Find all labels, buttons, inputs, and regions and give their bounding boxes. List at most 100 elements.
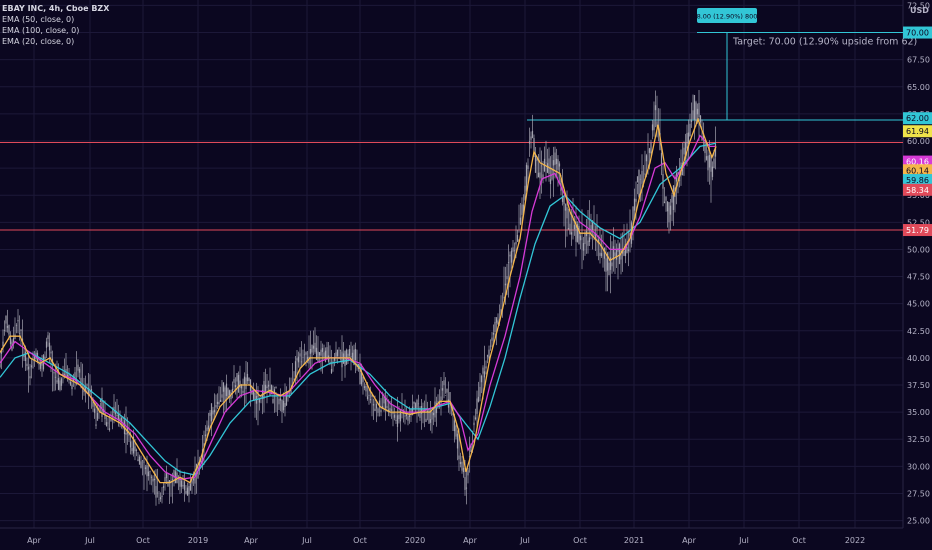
candle-body — [653, 120, 655, 131]
candle-body — [164, 477, 166, 482]
candle-body — [608, 262, 610, 276]
candle-body — [687, 132, 690, 144]
candle-body — [474, 417, 477, 420]
y-tick-label: 32.50 — [907, 435, 930, 444]
candle-body — [347, 353, 349, 358]
candle-body — [158, 499, 160, 501]
candle-body — [374, 408, 376, 412]
candle-body — [294, 361, 297, 377]
candle-body — [579, 235, 582, 241]
candle-body — [92, 401, 94, 407]
price-tag[interactable] — [903, 224, 932, 237]
candle-body — [671, 195, 673, 203]
candle-body — [183, 481, 186, 491]
candle-body — [141, 460, 144, 462]
candle-body — [519, 217, 522, 225]
candle-body — [302, 356, 304, 358]
candle-body — [215, 405, 217, 408]
ema-20-line[interactable] — [0, 117, 717, 484]
candle-body — [708, 154, 711, 168]
candle-body — [314, 342, 316, 352]
candle-body — [525, 164, 528, 191]
candle-body — [714, 144, 717, 157]
candle-body — [191, 480, 193, 484]
candle-body — [522, 204, 525, 214]
candle-body — [60, 378, 63, 386]
candle-body — [48, 342, 51, 351]
candle-body — [17, 320, 19, 322]
price-tag[interactable] — [903, 112, 932, 125]
candle-body — [686, 133, 688, 149]
candle-body — [690, 119, 693, 122]
candle-body — [588, 237, 591, 242]
candle-body — [351, 352, 354, 360]
legend-symbol[interactable]: EBAY INC, 4h, Cboe BZX — [2, 4, 110, 13]
candle-body — [647, 144, 649, 146]
candle-body — [554, 152, 556, 165]
candle-body — [168, 480, 171, 483]
candle-body — [180, 480, 183, 487]
candle-body — [221, 394, 223, 398]
candle-body — [506, 276, 508, 280]
candle-body — [438, 402, 441, 405]
candle-body — [539, 172, 541, 179]
y-tick-label: 47.50 — [907, 273, 930, 282]
price-tag[interactable] — [903, 125, 932, 138]
candle-body — [596, 225, 598, 230]
x-tick-label: Oct — [136, 536, 150, 545]
candle-body — [411, 406, 414, 416]
y-tick-label: 30.00 — [907, 462, 930, 471]
candle-body — [362, 377, 364, 383]
candle-body — [462, 467, 465, 473]
price-tag[interactable] — [903, 26, 932, 39]
candle-body — [122, 422, 124, 427]
candle-body — [222, 382, 225, 392]
candle-body — [581, 238, 583, 240]
price-tag[interactable] — [903, 164, 932, 177]
candle-body — [324, 350, 327, 362]
candle-body — [446, 388, 448, 393]
ema-100-line[interactable] — [0, 142, 717, 476]
candle-body — [603, 248, 606, 259]
price-tag-label: 59.86 — [906, 176, 929, 185]
candle-body — [455, 425, 457, 437]
candle-body — [416, 400, 418, 408]
candle-body — [54, 376, 57, 378]
candle-body — [354, 349, 357, 361]
candle-body — [485, 366, 487, 369]
candle-body — [248, 377, 250, 381]
legend-ema20[interactable]: EMA (20, close, 0) — [2, 37, 75, 46]
candle-body — [638, 169, 640, 198]
candle-body — [12, 338, 15, 343]
candle-body — [660, 153, 663, 165]
candle-body — [645, 155, 648, 162]
price-tag[interactable] — [903, 183, 932, 196]
legend-ema100[interactable]: EMA (100, close, 0) — [2, 26, 80, 35]
candle-body — [369, 399, 372, 401]
candle-body — [393, 414, 396, 418]
candle-body — [597, 239, 600, 243]
candle-body — [551, 167, 553, 180]
candle-body — [609, 257, 612, 270]
candle-body — [534, 155, 537, 173]
candle-body — [263, 381, 265, 399]
candle-body — [395, 420, 397, 422]
candle-body — [147, 471, 150, 477]
candle-body — [420, 405, 423, 414]
candle-body — [225, 383, 228, 396]
x-tick-label: Oct — [792, 536, 806, 545]
candle-body — [161, 495, 163, 497]
candle-body — [644, 173, 646, 175]
candle-body — [27, 366, 30, 370]
ema-50-line[interactable] — [0, 134, 716, 481]
measure-label-box[interactable] — [697, 8, 757, 23]
candle-body — [546, 163, 549, 174]
legend-ema50[interactable]: EMA (50, close, 0) — [2, 15, 75, 24]
candle-body — [624, 244, 627, 257]
candle-body — [696, 108, 699, 115]
y-tick-label: 72.50 — [907, 1, 930, 10]
price-tag[interactable] — [903, 174, 932, 187]
candle-body — [89, 390, 91, 395]
y-tick-label: 65.00 — [907, 83, 930, 92]
